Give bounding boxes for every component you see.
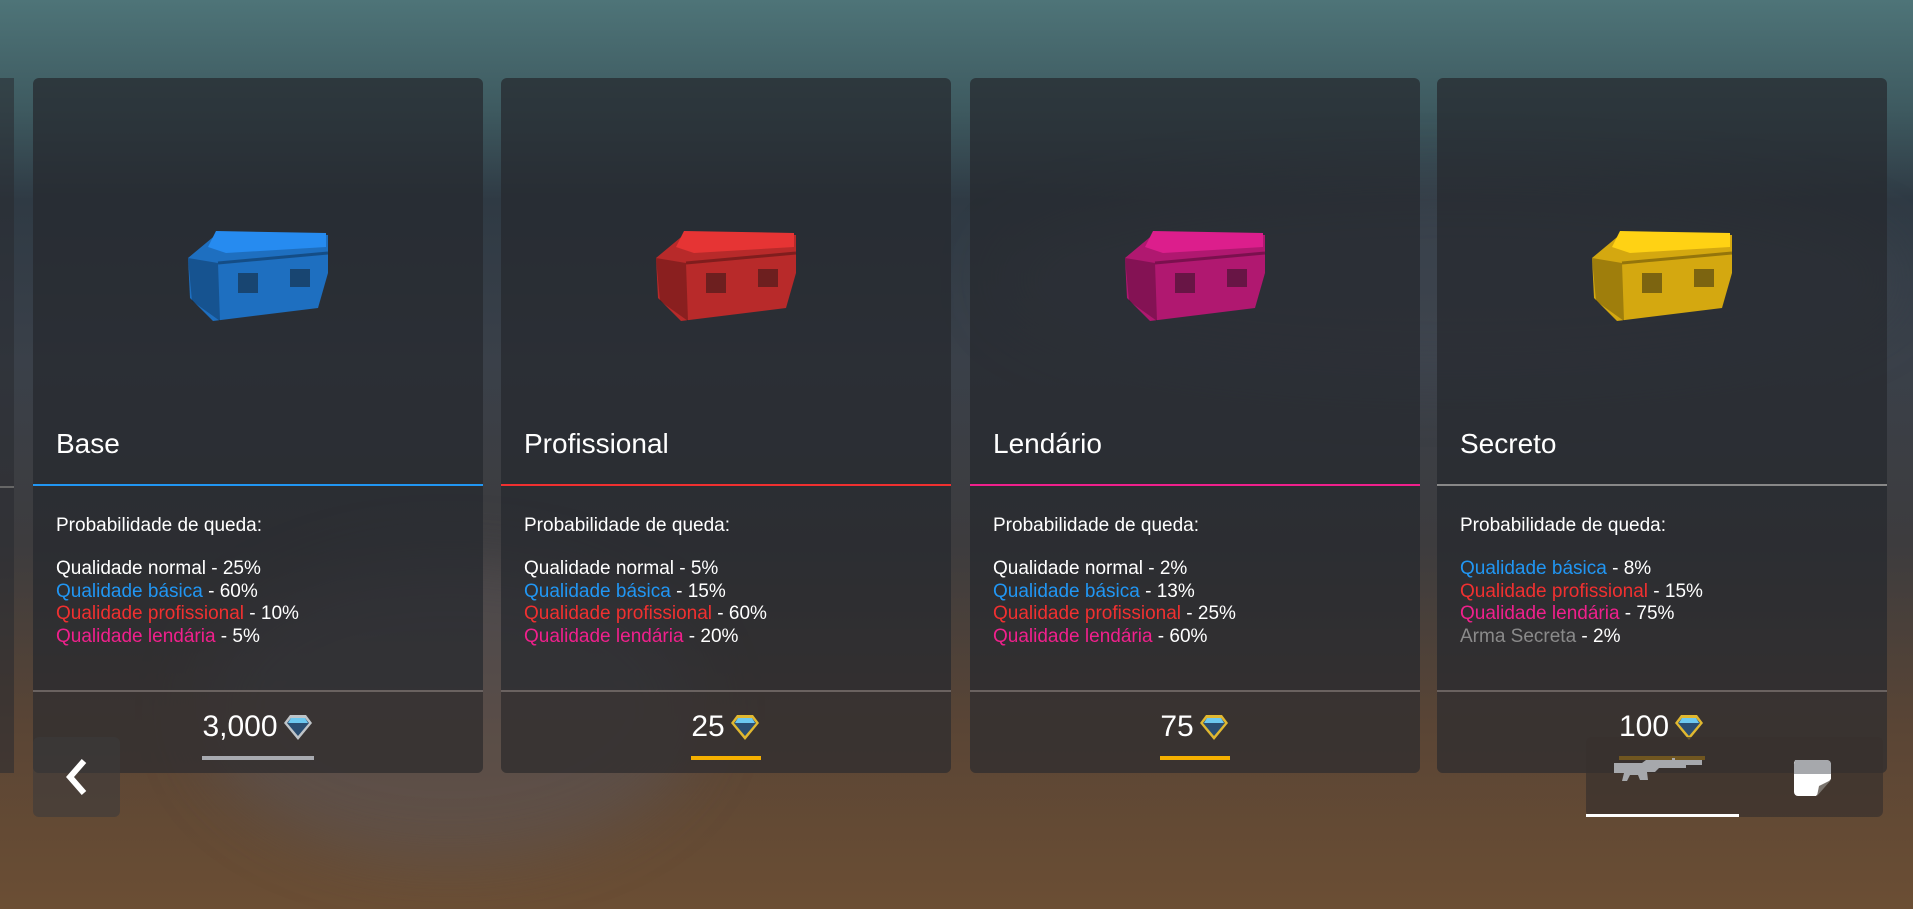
- quality-label: Qualidade lendária: [1460, 603, 1620, 624]
- drop-chance-row: Qualidade básica - 8%: [1460, 558, 1703, 581]
- previous-card-edge: [0, 78, 14, 773]
- quality-label: Qualidade lendária: [993, 625, 1153, 647]
- quality-percent: - 13%: [1139, 580, 1195, 602]
- drop-chance-row: Qualidade básica - 13%: [993, 581, 1236, 604]
- gem-icon: [730, 715, 759, 740]
- drop-chance-row: Qualidade básica - 60%: [56, 581, 299, 604]
- quality-percent: - 10%: [244, 603, 299, 624]
- drop-chance-row: Qualidade lendária - 60%: [993, 626, 1236, 649]
- drop-chance-row: Qualidade normal - 2%: [993, 558, 1236, 581]
- chest-card-secreto[interactable]: Secreto Probabilidade de queda: Qualidad…: [1437, 78, 1887, 773]
- quality-label: Qualidade básica: [993, 580, 1140, 602]
- quality-label: Qualidade profissional: [56, 603, 245, 624]
- quality-percent: - 60%: [712, 603, 767, 624]
- chest-title: Base: [56, 428, 120, 459]
- quality-label: Qualidade normal: [56, 558, 206, 579]
- price-underline: [1160, 756, 1230, 760]
- quality-label: Arma Secreta: [1460, 625, 1577, 647]
- divider: [501, 690, 951, 692]
- price-value: 75: [1160, 710, 1194, 743]
- tab-weapons[interactable]: [1586, 737, 1736, 817]
- gem-icon: [283, 715, 312, 740]
- drop-chance-row: Arma Secreta - 2%: [1460, 626, 1703, 649]
- quality-label: Qualidade lendária: [56, 625, 216, 647]
- chest-title: Secreto: [1460, 428, 1557, 459]
- price-value: 3,000: [202, 710, 278, 743]
- quality-percent: - 20%: [683, 625, 739, 647]
- title-rule: [501, 484, 951, 486]
- drop-chance-row: Qualidade básica - 15%: [524, 581, 767, 604]
- quality-percent: - 60%: [202, 580, 258, 602]
- quality-percent: - 2%: [1576, 625, 1621, 647]
- buy-button[interactable]: 25: [501, 710, 951, 760]
- quality-percent: - 5%: [215, 625, 260, 647]
- gem-icon: [1675, 715, 1704, 740]
- drop-chance-list: Qualidade normal - 25% Qualidade básica -…: [56, 558, 299, 648]
- quality-label: Qualidade profissional: [1460, 580, 1649, 602]
- chest-image: [1592, 231, 1733, 321]
- quality-percent: - 25%: [1181, 603, 1236, 624]
- drop-chance-list: Qualidade normal - 5% Qualidade básica - …: [524, 558, 767, 648]
- chevron-left-icon: [65, 759, 86, 795]
- back-button[interactable]: [33, 737, 120, 817]
- drop-probability-label: Probabilidade de queda:: [56, 515, 263, 536]
- chest-image: [188, 231, 329, 321]
- buy-button[interactable]: 75: [970, 710, 1420, 760]
- category-tabs: [1586, 737, 1883, 817]
- drop-probability-label: Probabilidade de queda:: [1460, 515, 1667, 536]
- quality-label: Qualidade normal: [993, 558, 1143, 579]
- quality-percent: - 15%: [670, 580, 726, 602]
- quality-label: Qualidade normal: [524, 558, 674, 579]
- quality-label: Qualidade básica: [524, 580, 671, 602]
- chest-card-base[interactable]: Base Probabilidade de queda: Qualidade n…: [33, 78, 483, 773]
- chest-card-lendário[interactable]: Lendário Probabilidade de queda: Qualida…: [970, 78, 1420, 773]
- chest-card-profissional[interactable]: Profissional Probabilidade de queda: Qua…: [501, 78, 951, 773]
- sticker-icon: [1793, 760, 1831, 796]
- price-underline: [202, 756, 314, 760]
- title-rule: [970, 484, 1420, 486]
- chest-image: [656, 231, 797, 321]
- quality-label: Qualidade básica: [1460, 558, 1607, 579]
- drop-probability-label: Probabilidade de queda:: [524, 515, 731, 536]
- drop-chance-row: Qualidade normal - 25%: [56, 558, 299, 581]
- gem-icon: [1199, 715, 1228, 740]
- quality-percent: - 60%: [1152, 625, 1208, 647]
- drop-chance-list: Qualidade normal - 2% Qualidade básica - …: [993, 558, 1236, 648]
- active-tab-indicator: [1586, 814, 1739, 817]
- drop-chance-row: Qualidade normal - 5%: [524, 558, 767, 581]
- price-underline: [691, 756, 761, 760]
- quality-percent: - 25%: [205, 558, 261, 579]
- divider: [33, 690, 483, 692]
- quality-label: Qualidade lendária: [524, 625, 684, 647]
- divider: [970, 690, 1420, 692]
- chest-title: Profissional: [524, 428, 669, 459]
- chest-title: Lendário: [993, 428, 1102, 459]
- quality-percent: - 2%: [1142, 558, 1188, 579]
- buy-button[interactable]: 3,000: [33, 710, 483, 760]
- quality-label: Qualidade básica: [56, 580, 203, 602]
- rifle-icon: [1613, 758, 1702, 781]
- drop-chance-row: Qualidade lendária - 20%: [524, 626, 767, 649]
- title-rule: [33, 484, 483, 486]
- drop-probability-label: Probabilidade de queda:: [993, 515, 1200, 536]
- quality-percent: - 5%: [673, 558, 719, 579]
- quality-percent: - 75%: [1619, 603, 1675, 624]
- divider: [1437, 690, 1887, 692]
- quality-percent: - 8%: [1606, 558, 1652, 579]
- tab-stickers[interactable]: [1736, 737, 1886, 817]
- drop-chance-row: Qualidade profissional - 60%: [524, 603, 767, 626]
- drop-chance-list: Qualidade básica - 8% Qualidade profissio…: [1460, 558, 1703, 648]
- drop-chance-row: Qualidade profissional - 10%: [56, 603, 299, 626]
- quality-label: Qualidade profissional: [524, 603, 713, 624]
- drop-chance-row: Qualidade profissional - 25%: [993, 603, 1236, 626]
- quality-label: Qualidade profissional: [993, 603, 1182, 624]
- chest-image: [1125, 231, 1266, 321]
- drop-chance-row: Qualidade lendária - 5%: [56, 626, 299, 649]
- title-rule: [1437, 484, 1887, 486]
- quality-percent: - 15%: [1648, 580, 1703, 602]
- drop-chance-row: Qualidade profissional - 15%: [1460, 581, 1703, 604]
- drop-chance-row: Qualidade lendária - 75%: [1460, 603, 1703, 626]
- price-value: 25: [691, 710, 725, 743]
